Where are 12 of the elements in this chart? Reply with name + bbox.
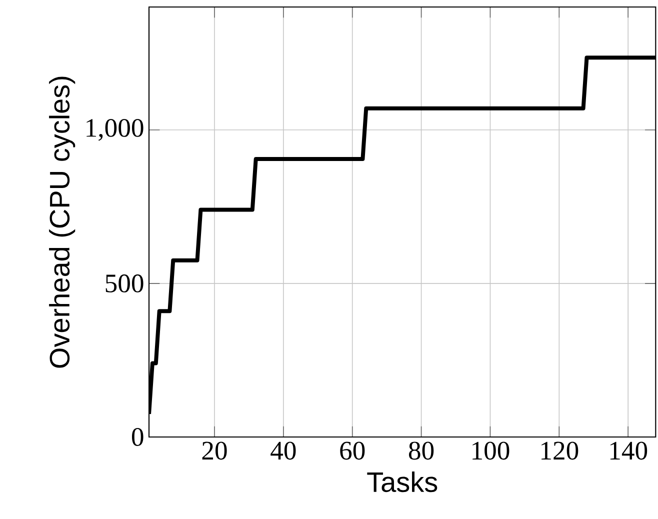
x-tick-label: 60: [340, 442, 365, 460]
x-tick-label: 140: [610, 442, 648, 460]
y-tick-label: 500: [106, 274, 144, 292]
x-tick-label: 80: [408, 442, 434, 460]
x-tick-label: 40: [270, 442, 296, 460]
x-tick-label: 120: [542, 442, 578, 460]
y-axis-title: Overhead (CPU cycles): [49, 76, 76, 368]
y-tick-label: 0: [132, 428, 144, 446]
y-tick-label: 1,000: [86, 118, 144, 141]
x-tick-label: 100: [472, 442, 510, 460]
x-tick-label: 20: [202, 442, 227, 460]
x-axis-title: Tasks: [367, 472, 438, 492]
